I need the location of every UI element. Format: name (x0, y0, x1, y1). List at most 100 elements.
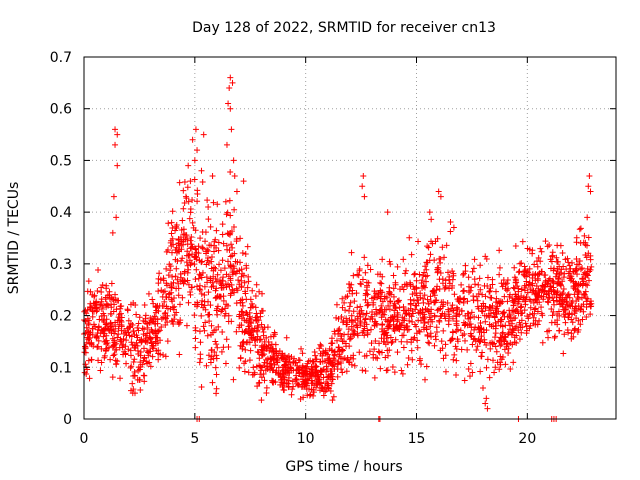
data-point (214, 271, 221, 278)
data-point (103, 282, 110, 289)
data-point (95, 337, 102, 344)
data-point (399, 370, 406, 377)
data-point (427, 310, 434, 317)
data-point (523, 273, 530, 280)
data-point (249, 287, 256, 294)
data-point (112, 296, 119, 303)
data-point (280, 386, 287, 393)
data-point (545, 294, 552, 301)
data-point (387, 298, 394, 305)
data-point (492, 364, 499, 371)
data-point (355, 272, 362, 279)
data-point (236, 364, 243, 371)
data-point (434, 235, 441, 242)
data-point (428, 216, 435, 223)
data-point (585, 277, 592, 284)
data-point (415, 238, 422, 245)
data-point (561, 331, 568, 338)
data-point (540, 296, 547, 303)
data-point (219, 221, 226, 228)
data-point (539, 312, 546, 319)
data-point (473, 293, 480, 300)
data-point (108, 326, 115, 333)
data-point (383, 329, 390, 336)
data-point (547, 265, 554, 272)
data-point (309, 377, 316, 384)
data-point (362, 269, 369, 276)
data-point (562, 306, 569, 313)
data-point (113, 214, 120, 221)
data-point (127, 320, 134, 327)
data-point (134, 324, 141, 331)
data-point (326, 345, 333, 352)
data-point (187, 178, 194, 185)
data-point (483, 364, 490, 371)
data-point (222, 305, 229, 312)
data-point (442, 315, 449, 322)
data-point (142, 312, 149, 319)
data-point (246, 357, 253, 364)
data-point (127, 352, 134, 359)
data-point (247, 347, 254, 354)
data-point (573, 239, 580, 246)
data-point (144, 321, 151, 328)
data-point (378, 314, 385, 321)
data-point (158, 287, 165, 294)
data-point (201, 283, 208, 290)
data-point (133, 332, 140, 339)
data-point (213, 371, 220, 378)
data-point (329, 340, 336, 347)
data-point (436, 259, 443, 266)
data-point (221, 265, 228, 272)
data-point (227, 74, 234, 81)
data-point (86, 375, 93, 382)
data-point (479, 308, 486, 315)
data-point (488, 294, 495, 301)
data-point (103, 304, 110, 311)
data-point (527, 322, 534, 329)
data-point (437, 193, 444, 200)
data-point (167, 263, 174, 270)
data-point (331, 328, 338, 335)
data-point (138, 338, 145, 345)
data-point (93, 298, 100, 305)
data-point (552, 333, 559, 340)
data-point (366, 348, 373, 355)
data-point (345, 307, 352, 314)
data-point (246, 339, 253, 346)
data-point (214, 201, 221, 208)
data-point (197, 235, 204, 242)
data-point (259, 352, 266, 359)
data-point (242, 250, 249, 257)
data-point (384, 339, 391, 346)
data-point (498, 334, 505, 341)
data-point (155, 308, 162, 315)
data-point (256, 355, 263, 362)
data-point (368, 326, 375, 333)
data-point (140, 317, 147, 324)
data-point (259, 307, 266, 314)
data-point (396, 304, 403, 311)
data-point (222, 310, 229, 317)
data-point (244, 284, 251, 291)
data-point (470, 297, 477, 304)
data-point (450, 356, 457, 363)
data-point (308, 366, 315, 373)
data-point (219, 328, 226, 335)
data-point (117, 305, 124, 312)
data-point (112, 126, 119, 133)
data-point (141, 345, 148, 352)
data-point (412, 306, 419, 313)
data-point (387, 261, 394, 268)
data-point (358, 281, 365, 288)
data-point (81, 349, 88, 356)
data-point (245, 369, 252, 376)
data-point (437, 313, 444, 320)
data-point (433, 287, 440, 294)
data-point (424, 296, 431, 303)
data-point (174, 258, 181, 265)
data-point (172, 227, 179, 234)
data-point (192, 245, 199, 252)
data-point (273, 359, 280, 366)
data-point (554, 311, 561, 318)
